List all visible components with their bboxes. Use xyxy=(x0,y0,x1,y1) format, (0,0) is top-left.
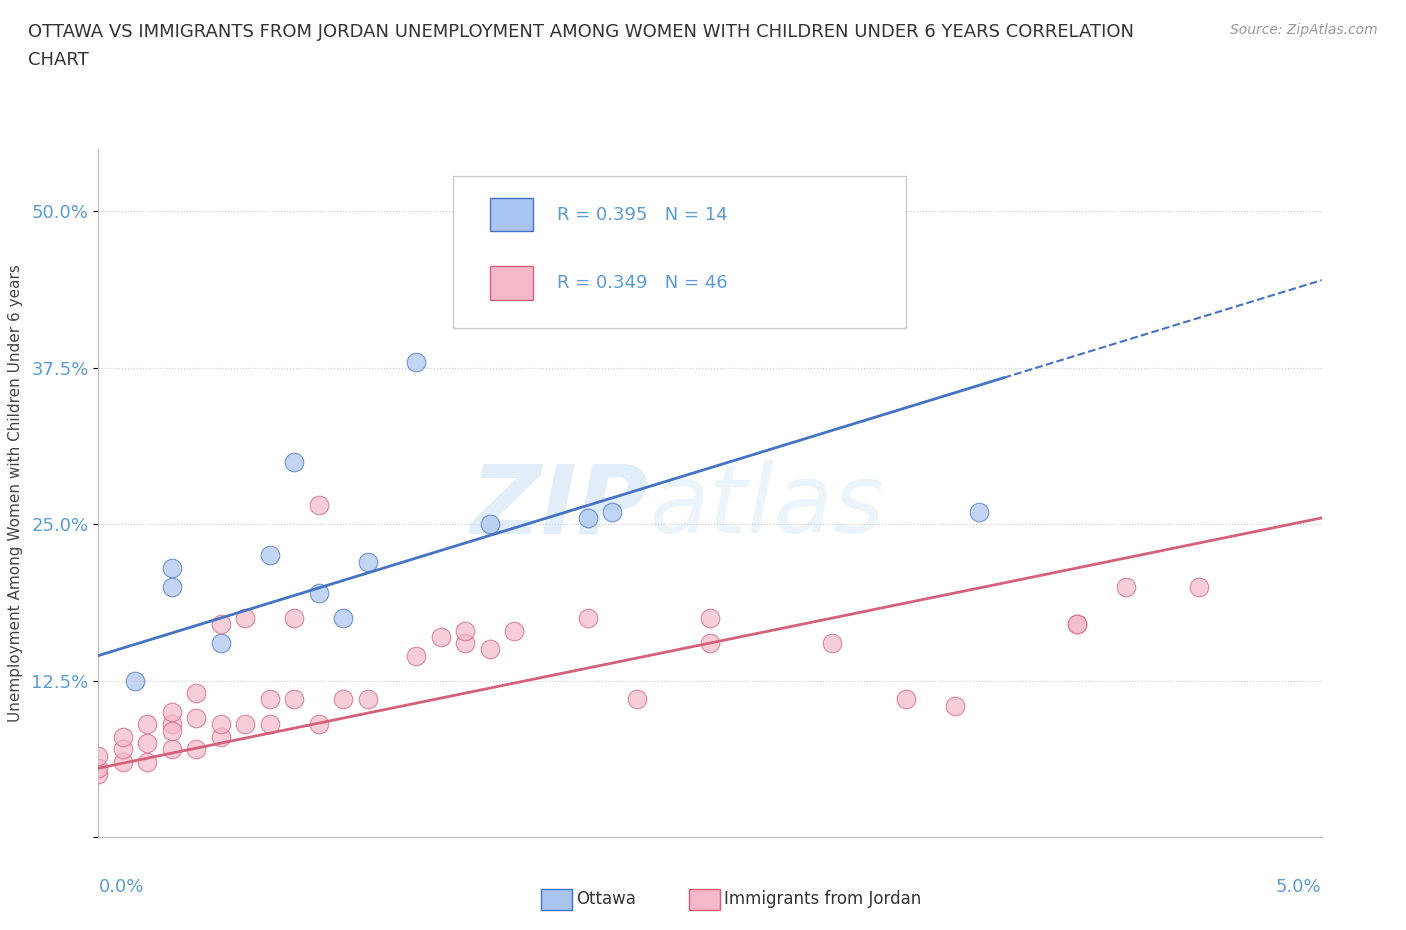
Point xyxy=(1066,617,1088,631)
Point xyxy=(699,635,721,650)
Point xyxy=(1066,617,1088,631)
Point xyxy=(503,623,526,638)
Point xyxy=(356,554,378,569)
Point xyxy=(160,561,183,576)
Text: R = 0.395   N = 14: R = 0.395 N = 14 xyxy=(557,206,728,223)
Point xyxy=(894,692,917,707)
Point xyxy=(332,611,354,626)
Point xyxy=(308,498,330,512)
Bar xyxy=(489,267,533,300)
Y-axis label: Unemployment Among Women with Children Under 6 years: Unemployment Among Women with Children U… xyxy=(8,264,22,722)
Point xyxy=(405,354,427,369)
Point xyxy=(600,504,623,519)
Point xyxy=(259,692,281,707)
Text: atlas: atlas xyxy=(648,460,884,553)
Point xyxy=(283,454,305,469)
Point xyxy=(967,504,990,519)
Bar xyxy=(489,198,533,232)
Point xyxy=(160,742,183,757)
Point xyxy=(87,749,110,764)
Point xyxy=(186,685,208,700)
Point xyxy=(136,717,159,732)
Point xyxy=(160,579,183,594)
Point xyxy=(454,635,477,650)
Point xyxy=(160,724,183,738)
Point xyxy=(259,717,281,732)
Text: CHART: CHART xyxy=(28,51,89,69)
FancyBboxPatch shape xyxy=(453,177,905,327)
Point xyxy=(821,635,844,650)
Point xyxy=(478,642,501,657)
Point xyxy=(283,611,305,626)
Point xyxy=(186,742,208,757)
Point xyxy=(136,736,159,751)
Point xyxy=(943,698,966,713)
Point xyxy=(111,754,134,769)
Point xyxy=(478,517,501,532)
Point xyxy=(308,717,330,732)
Text: 0.0%: 0.0% xyxy=(98,878,143,897)
Text: Ottawa: Ottawa xyxy=(576,890,637,909)
Point xyxy=(209,717,232,732)
Point xyxy=(405,648,427,663)
Text: ZIP: ZIP xyxy=(471,460,648,553)
Point xyxy=(430,630,453,644)
Point xyxy=(87,767,110,782)
Point xyxy=(209,729,232,744)
Point xyxy=(111,742,134,757)
Point xyxy=(209,617,232,631)
Point xyxy=(356,692,378,707)
Text: R = 0.349   N = 46: R = 0.349 N = 46 xyxy=(557,274,728,292)
Text: OTTAWA VS IMMIGRANTS FROM JORDAN UNEMPLOYMENT AMONG WOMEN WITH CHILDREN UNDER 6 : OTTAWA VS IMMIGRANTS FROM JORDAN UNEMPLO… xyxy=(28,23,1135,41)
Point xyxy=(332,692,354,707)
Point xyxy=(160,717,183,732)
Point xyxy=(1115,579,1137,594)
Point xyxy=(576,611,599,626)
Point xyxy=(136,754,159,769)
Point xyxy=(308,586,330,601)
Point xyxy=(233,717,256,732)
Text: 5.0%: 5.0% xyxy=(1277,878,1322,897)
Text: Source: ZipAtlas.com: Source: ZipAtlas.com xyxy=(1230,23,1378,37)
Point xyxy=(111,729,134,744)
Point xyxy=(160,704,183,719)
Text: Immigrants from Jordan: Immigrants from Jordan xyxy=(724,890,921,909)
Point xyxy=(699,611,721,626)
Point xyxy=(1188,579,1211,594)
Point xyxy=(576,511,599,525)
Point xyxy=(233,611,256,626)
Point xyxy=(87,761,110,776)
Point xyxy=(124,673,146,688)
Point xyxy=(626,692,648,707)
Point xyxy=(209,635,232,650)
Point xyxy=(259,548,281,563)
Point xyxy=(283,692,305,707)
Point xyxy=(186,711,208,725)
Point xyxy=(454,623,477,638)
